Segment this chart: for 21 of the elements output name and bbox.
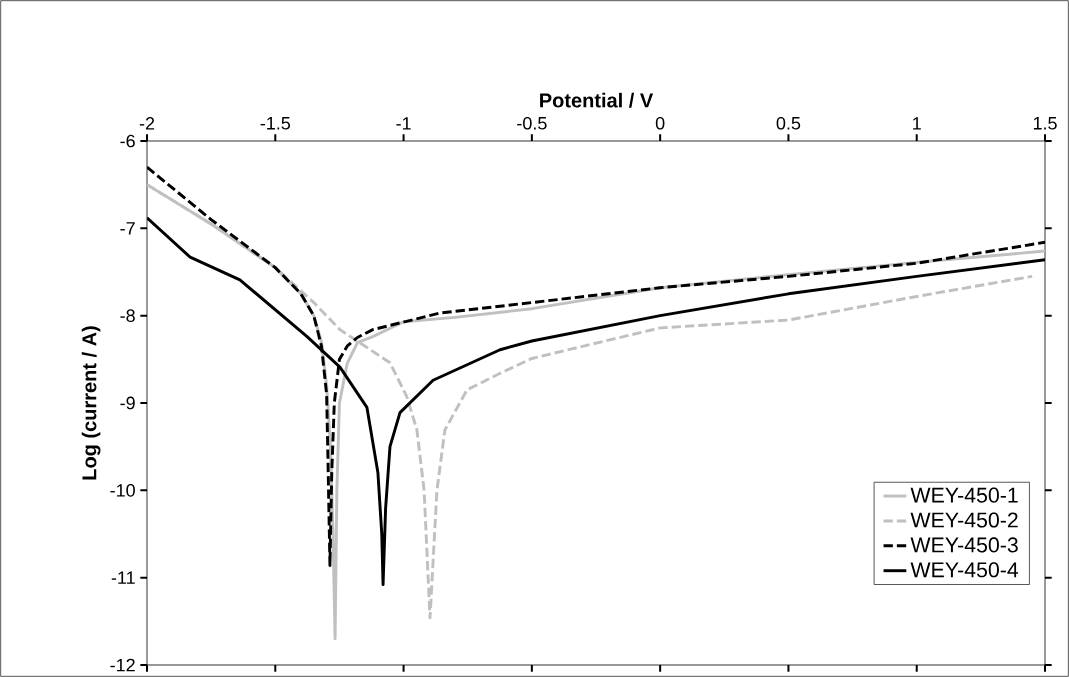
legend-label: WEY-450-4 xyxy=(910,562,1019,578)
y-tick-label: -12 xyxy=(110,658,135,672)
y-tick-label: -6 xyxy=(120,134,135,148)
y-tick-label: -9 xyxy=(120,396,135,410)
x-tick-label: -0.5 xyxy=(517,116,547,130)
x-tick-label: -1.5 xyxy=(260,117,291,130)
y-axis-title: Log (current / A) xyxy=(81,326,101,480)
y-tick-label: -11 xyxy=(111,571,135,584)
legend-label: WEY-450-1 xyxy=(910,487,1018,503)
x-axis-title: Potential / V xyxy=(540,92,654,108)
x-tick-label: 1 xyxy=(913,117,921,130)
x-tick-label: -2 xyxy=(139,117,155,130)
x-tick-label: 0.5 xyxy=(776,116,801,130)
legend-label: WEY-450-3 xyxy=(910,537,1018,553)
y-tick-label: -8 xyxy=(120,309,135,323)
x-tick-label: 0 xyxy=(655,116,665,130)
legend-label: WEY-450-2 xyxy=(910,512,1018,528)
y-tick-label: -7 xyxy=(120,222,135,235)
x-tick-label: 1.5 xyxy=(1033,117,1057,130)
y-tick-label: -10 xyxy=(110,483,135,497)
x-tick-label: -1 xyxy=(396,117,411,130)
